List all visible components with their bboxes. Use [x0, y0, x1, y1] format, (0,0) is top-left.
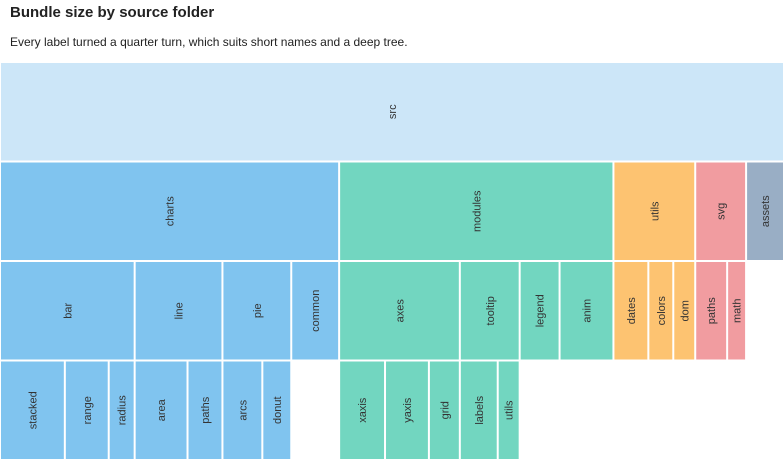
node-rect-src-assets[interactable] — [747, 162, 783, 261]
node-label-src: src — [387, 104, 399, 119]
node-src-modules-axes[interactable]: axes — [340, 262, 459, 360]
node-rect-src-modules-axes-xaxis[interactable] — [340, 361, 385, 460]
node-label-src-svg: svg — [716, 203, 728, 220]
node-label-src-utils: utils — [649, 201, 661, 221]
node-src-charts-bar[interactable]: bar — [1, 262, 134, 360]
node-label-src-svg-paths: paths — [706, 297, 718, 324]
node-rect-src-charts-pie[interactable] — [223, 262, 291, 360]
node-label-src-assets: assets — [760, 195, 772, 227]
node-rect-src-utils-dates[interactable] — [614, 262, 648, 360]
node-src-charts-bar-range[interactable]: range — [65, 361, 108, 460]
node-rect-src-svg[interactable] — [696, 162, 746, 261]
node-src-charts-line-paths[interactable]: paths — [188, 361, 222, 460]
node-src-modules[interactable]: modules — [340, 162, 613, 261]
node-src-modules-anim[interactable]: anim — [560, 262, 613, 360]
node-label-src-charts-bar-radius: radius — [117, 395, 129, 425]
node-label-src-charts: charts — [165, 196, 177, 226]
node-label-src-charts-pie: pie — [252, 303, 264, 318]
node-label-src-modules: modules — [471, 190, 483, 232]
node-src-modules-tooltip[interactable]: tooltip — [460, 262, 519, 360]
node-src-modules-tooltip-labels[interactable]: labels — [460, 361, 497, 460]
node-label-src-modules-axes-yaxis: yaxis — [402, 397, 414, 423]
node-rect-src-charts-bar-radius[interactable] — [109, 361, 134, 460]
node-rect-src-utils[interactable] — [614, 162, 695, 261]
node-src-charts-line-area[interactable]: area — [135, 361, 187, 460]
node-label-src-charts-pie-arcs: arcs — [237, 399, 249, 420]
node-src-utils-colors[interactable]: colors — [649, 262, 673, 360]
node-rect-src-modules-axes-grid[interactable] — [429, 361, 459, 460]
chart-title: Bundle size by source folder — [10, 4, 215, 21]
node-src-modules-legend[interactable]: legend — [520, 262, 559, 360]
node-src-utils[interactable]: utils — [614, 162, 695, 261]
node-label-src-charts-bar-stacked: stacked — [27, 391, 39, 429]
node-src-utils-dom[interactable]: dom — [674, 262, 695, 360]
node-rect-src-charts-line[interactable] — [135, 262, 222, 360]
node-rect-src-utils-colors[interactable] — [649, 262, 673, 360]
node-rect-src-utils-dom[interactable] — [674, 262, 695, 360]
node-rect-src[interactable] — [1, 63, 783, 161]
node-src-svg-math[interactable]: math — [728, 262, 746, 360]
node-src-modules-tooltip-utils[interactable]: utils — [498, 361, 519, 460]
node-rect-src-charts-bar[interactable] — [1, 262, 134, 360]
node-src-charts-pie-arcs[interactable]: arcs — [223, 361, 262, 460]
node-rect-src-modules-tooltip[interactable] — [460, 262, 519, 360]
icicle-chart: src charts bar stacked range radius line area pa… — [1, 63, 783, 460]
node-src[interactable]: src — [1, 63, 783, 161]
node-rect-src-modules-axes[interactable] — [340, 262, 459, 360]
node-rect-src-charts-bar-range[interactable] — [65, 361, 108, 460]
node-src-modules-axes-xaxis[interactable]: xaxis — [340, 361, 385, 460]
node-src-charts-common[interactable]: common — [292, 262, 339, 360]
node-rect-src-svg-math[interactable] — [728, 262, 746, 360]
node-label-src-modules-axes: axes — [394, 299, 406, 323]
node-src-modules-axes-yaxis[interactable]: yaxis — [386, 361, 428, 460]
node-src-charts-bar-radius[interactable]: radius — [109, 361, 134, 460]
node-src-assets[interactable]: assets — [747, 162, 783, 261]
node-rect-src-modules-anim[interactable] — [560, 262, 613, 360]
node-rect-src-modules-axes-yaxis[interactable] — [386, 361, 428, 460]
node-src-utils-dates[interactable]: dates — [614, 262, 648, 360]
node-rect-src-charts-line-area[interactable] — [135, 361, 187, 460]
node-label-src-modules-axes-grid: grid — [439, 401, 451, 419]
node-rect-src-charts-pie-donut[interactable] — [263, 361, 291, 460]
node-label-src-charts-pie-donut: donut — [272, 396, 284, 424]
node-rect-src-charts-bar-stacked[interactable] — [1, 361, 64, 460]
node-src-charts[interactable]: charts — [1, 162, 339, 261]
node-src-charts-bar-stacked[interactable]: stacked — [1, 361, 64, 460]
node-label-src-utils-dates: dates — [626, 297, 638, 324]
node-src-svg-paths[interactable]: paths — [696, 262, 727, 360]
node-src-svg[interactable]: svg — [696, 162, 746, 261]
node-rect-src-charts-line-paths[interactable] — [188, 361, 222, 460]
node-rect-src-charts-common[interactable] — [292, 262, 339, 360]
node-label-src-modules-tooltip-labels: labels — [474, 395, 486, 424]
node-rect-src-charts-pie-arcs[interactable] — [223, 361, 262, 460]
node-label-src-charts-line: line — [174, 302, 186, 319]
node-label-src-modules-anim: anim — [582, 299, 594, 323]
node-label-src-modules-tooltip: tooltip — [485, 296, 497, 325]
node-label-src-charts-bar: bar — [62, 302, 74, 318]
node-label-src-modules-axes-xaxis: xaxis — [357, 397, 369, 423]
node-rect-src-svg-paths[interactable] — [696, 262, 727, 360]
node-label-src-charts-line-paths: paths — [200, 396, 212, 423]
node-label-src-charts-bar-range: range — [82, 396, 94, 424]
node-src-charts-line[interactable]: line — [135, 262, 222, 360]
node-src-charts-pie[interactable]: pie — [223, 262, 291, 360]
chart-subtitle: Every label turned a quarter turn, which… — [10, 35, 408, 49]
node-src-modules-axes-grid[interactable]: grid — [429, 361, 459, 460]
node-label-src-modules-tooltip-utils: utils — [504, 400, 516, 420]
node-label-src-modules-legend: legend — [535, 294, 547, 327]
node-label-src-charts-common: common — [310, 290, 322, 332]
node-label-src-charts-line-area: area — [156, 398, 168, 421]
node-label-src-svg-math: math — [732, 299, 744, 323]
node-rect-src-charts[interactable] — [1, 162, 339, 261]
node-rect-src-modules-tooltip-labels[interactable] — [460, 361, 497, 460]
node-rect-src-modules-tooltip-utils[interactable] — [498, 361, 519, 460]
node-src-charts-pie-donut[interactable]: donut — [263, 361, 291, 460]
node-rect-src-modules-legend[interactable] — [520, 262, 559, 360]
node-rect-src-modules[interactable] — [340, 162, 613, 261]
node-label-src-utils-dom: dom — [679, 300, 691, 321]
node-label-src-utils-colors: colors — [656, 296, 668, 326]
